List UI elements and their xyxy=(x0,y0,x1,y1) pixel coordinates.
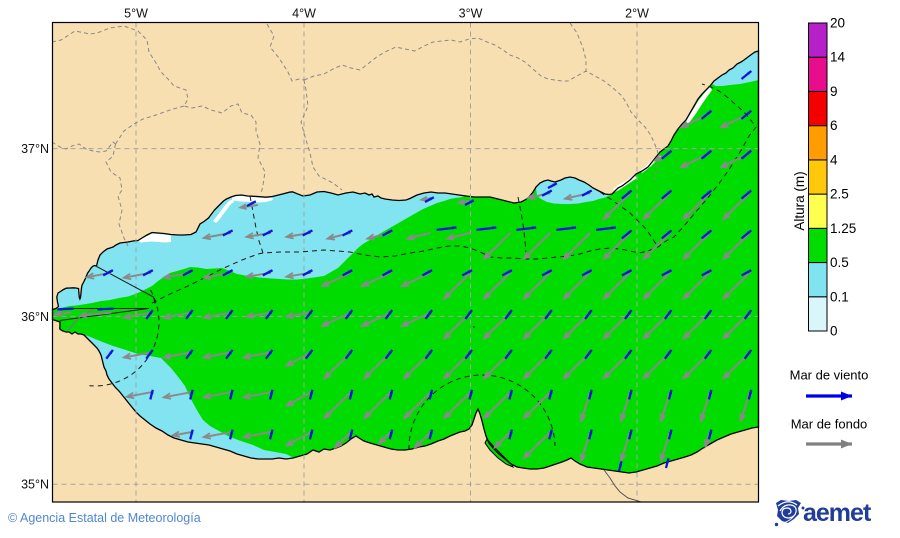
svg-text:0: 0 xyxy=(830,324,838,339)
svg-text:2.5: 2.5 xyxy=(830,187,849,202)
svg-text:1.25: 1.25 xyxy=(830,221,856,236)
svg-text:9: 9 xyxy=(830,84,838,99)
svg-text:3°W: 3°W xyxy=(459,7,483,21)
svg-text:Mar de viento: Mar de viento xyxy=(790,368,869,383)
svg-text:Altura (m): Altura (m) xyxy=(792,171,807,230)
svg-text:aemet: aemet xyxy=(803,499,872,527)
svg-text:0.5: 0.5 xyxy=(830,255,849,270)
svg-text:6: 6 xyxy=(830,118,838,133)
svg-text:37°N: 37°N xyxy=(21,142,49,156)
svg-text:35°N: 35°N xyxy=(21,478,49,492)
svg-text:2°W: 2°W xyxy=(625,7,649,21)
svg-text:14: 14 xyxy=(830,50,846,65)
svg-text:© Agencia Estatal de Meteorolo: © Agencia Estatal de Meteorología xyxy=(8,511,201,525)
svg-text:Mar de fondo: Mar de fondo xyxy=(791,417,868,432)
svg-text:4: 4 xyxy=(830,152,838,167)
svg-text:20: 20 xyxy=(830,16,845,31)
svg-text:0.1: 0.1 xyxy=(830,289,849,304)
svg-text:4°W: 4°W xyxy=(292,7,316,21)
svg-text:36°N: 36°N xyxy=(21,310,49,324)
svg-text:5°W: 5°W xyxy=(124,7,148,21)
